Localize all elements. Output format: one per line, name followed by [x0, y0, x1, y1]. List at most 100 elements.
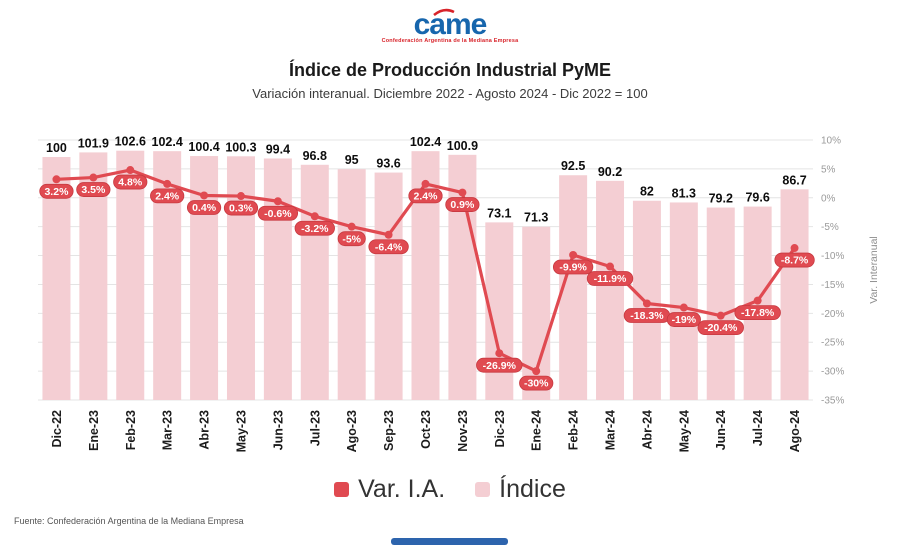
x-axis-label: Ago-24 — [788, 410, 802, 452]
line-value-label: 0.3% — [229, 203, 254, 215]
logo-accent-swoosh — [433, 8, 455, 17]
x-axis-label: Ene-24 — [530, 410, 544, 451]
line-value-label: -30% — [524, 378, 549, 390]
line-value-pill — [294, 220, 335, 236]
line-value-pill — [586, 271, 634, 286]
line-marker — [236, 192, 245, 201]
chart-legend: Var. I.A. Índice — [0, 468, 900, 510]
bar-value-label: 79.2 — [709, 192, 733, 206]
bar-value-label: 93.6 — [376, 157, 400, 171]
line-value-label: 2.4% — [155, 191, 180, 203]
line-value-pill — [223, 200, 259, 216]
bar-value-label: 100.3 — [225, 140, 256, 154]
line-value-label: 0.9% — [450, 199, 475, 211]
line-marker — [532, 367, 541, 376]
bar-value-label: 81.3 — [672, 186, 696, 200]
right-axis-tick: 5% — [821, 164, 836, 175]
chart-canvas: 100 101.9 102.6 102.4 100.4 100.3 99.4 96.8 95 93… — [38, 135, 880, 452]
line-marker — [200, 191, 209, 200]
legend-label-var-ia: Var. I.A. — [358, 474, 446, 503]
line-marker — [126, 166, 135, 175]
line-marker — [310, 212, 319, 221]
line-marker — [569, 250, 578, 259]
bar-value-label: 101.9 — [78, 136, 109, 150]
line-marker — [753, 296, 762, 305]
bar-value-label: 79.6 — [745, 191, 769, 205]
came-logo: came Confederación Argentina de la Media… — [0, 8, 900, 44]
right-axis-tick: 0% — [821, 193, 836, 204]
line-marker — [495, 349, 504, 358]
x-axis-label: Jun-23 — [271, 410, 285, 450]
bar-value-label: 99.4 — [266, 142, 290, 156]
index-bar — [411, 151, 440, 400]
line-value-pill — [76, 182, 111, 197]
line-marker — [421, 179, 430, 188]
right-axis-tick: -5% — [821, 222, 839, 233]
legend-label-indice: Índice — [499, 474, 566, 503]
line-value-pill — [697, 320, 744, 336]
line-value-label: -20.4% — [704, 322, 738, 334]
right-axis-tick: -35% — [821, 396, 844, 407]
right-axis-tick: -30% — [821, 367, 844, 378]
x-axis-label: Mar-23 — [161, 410, 175, 450]
x-axis-label: Abr-23 — [198, 410, 212, 450]
x-axis-label: Feb-24 — [567, 410, 581, 450]
x-axis-label: Dic-23 — [493, 410, 507, 448]
bar-value-label: 71.3 — [524, 211, 548, 225]
logo-tagline: Confederación Argentina de la Mediana Em… — [381, 38, 519, 44]
line-value-label: -19% — [672, 314, 697, 326]
line-value-label: 2.4% — [414, 191, 439, 203]
x-axis-label: Oct-23 — [419, 410, 433, 449]
x-axis-label: Ago-23 — [345, 410, 359, 452]
x-axis-label: Nov-23 — [456, 410, 470, 452]
bar-value-label: 102.4 — [410, 135, 441, 149]
bar-value-label: 86.7 — [782, 173, 806, 187]
line-value-label: -6.4% — [375, 241, 403, 253]
came-logo-graphic: came — [414, 8, 488, 40]
x-axis-label: Feb-23 — [124, 410, 138, 450]
line-value-pill — [39, 183, 74, 199]
page-subtitle: Variación interanual. Diciembre 2022 - A… — [252, 86, 648, 101]
line-value-label: -5% — [342, 233, 361, 245]
line-value-pill — [257, 205, 299, 221]
line-value-label: -26.9% — [483, 360, 517, 372]
line-value-label: -11.9% — [594, 273, 627, 285]
line-value-label: -9.9% — [559, 262, 587, 274]
x-axis-label: Jun-24 — [714, 410, 728, 450]
line-value-pill — [445, 197, 480, 212]
legend-swatch-var-ia — [334, 481, 350, 497]
x-axis-label: Abr-24 — [640, 410, 654, 450]
x-axis-label: Sep-23 — [382, 410, 396, 451]
line-value-pill — [734, 305, 781, 321]
line-marker — [347, 222, 356, 231]
line-marker — [89, 173, 98, 182]
index-bar — [669, 202, 698, 400]
legend-item-indice: Índice — [475, 475, 566, 504]
line-marker — [458, 188, 467, 197]
index-bar — [596, 180, 625, 400]
line-marker — [716, 311, 725, 320]
line-value-label: 4.8% — [118, 177, 143, 189]
line-value-pill — [666, 312, 701, 327]
bar-value-label: 90.2 — [598, 165, 622, 179]
bar-value-label: 73.1 — [487, 206, 511, 220]
page-title: Índice de Producción Industrial PyME — [288, 60, 612, 80]
x-axis-label: May-23 — [234, 410, 248, 452]
index-bar — [780, 189, 809, 400]
line-value-label: -17.8% — [741, 307, 775, 319]
x-axis-label: Jul-24 — [751, 410, 765, 446]
index-bar — [337, 169, 366, 400]
index-bar — [300, 164, 329, 400]
line-value-pill — [113, 174, 148, 190]
bar-value-label: 95 — [345, 153, 359, 167]
line-value-pill — [186, 200, 222, 215]
line-marker — [273, 197, 282, 206]
right-axis-tick: -10% — [821, 251, 844, 262]
logo-brand-text: came — [414, 8, 487, 40]
line-value-pill — [408, 188, 443, 204]
line-value-pill — [150, 188, 185, 204]
bar-value-label: 100.4 — [188, 140, 219, 154]
line-marker — [642, 299, 651, 308]
line-value-pill — [519, 375, 554, 391]
